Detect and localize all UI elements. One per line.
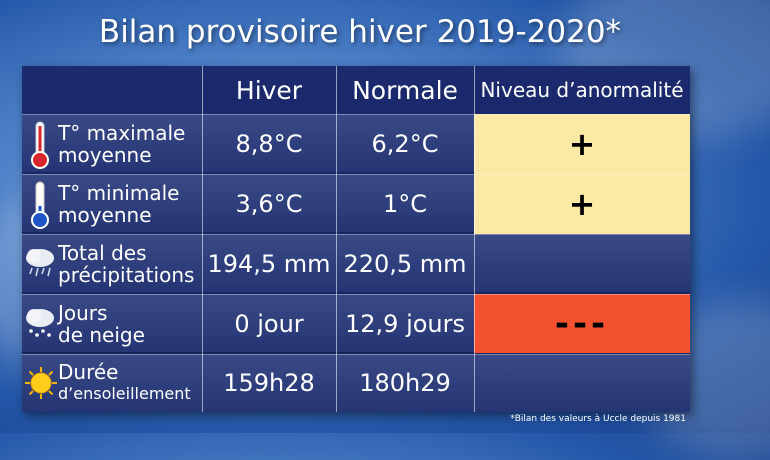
value-precip: 194,5 mm (207, 250, 331, 278)
page-title: Bilan provisoire hiver 2019-2020* (98, 14, 622, 50)
row-divider (22, 234, 690, 235)
level-block-positive (474, 114, 690, 234)
row-divider (22, 174, 690, 175)
value-sunshine: 159h28 (223, 369, 315, 397)
snow-cloud-icon (24, 306, 56, 344)
row-background (22, 354, 690, 412)
rain-cloud-icon (24, 246, 56, 284)
row-label-tmax: T° maximale moyenne (58, 121, 186, 167)
level-tmax: + (568, 125, 596, 163)
footnote: *Bilan des valeurs à Uccle depuis 1981 (510, 414, 686, 424)
value-tmax: 8,8°C (235, 130, 303, 158)
row-label-tmin: T° minimale moyenne (58, 181, 180, 227)
thermometer-blue-icon (30, 180, 50, 234)
normal-tmax: 6,2°C (371, 130, 439, 158)
row-divider (22, 354, 690, 355)
row-divider (22, 294, 690, 295)
level-snow: --- (554, 304, 610, 344)
weather-summary-table: Hiver Normale Niveau d’anormalité T° max… (22, 66, 690, 412)
level-block-negative (474, 294, 690, 353)
value-tmin: 3,6°C (235, 190, 303, 218)
normal-precip: 220,5 mm (343, 250, 467, 278)
column-divider (202, 66, 203, 412)
row-divider (22, 114, 690, 115)
normal-sunshine: 180h29 (359, 369, 451, 397)
value-snow: 0 jour (234, 310, 304, 338)
row-label-sunshine: Durée d’ensoleillement (58, 360, 191, 403)
column-divider (474, 66, 475, 412)
column-divider (336, 66, 337, 412)
header-niveau: Niveau d’anormalité (480, 78, 684, 102)
normal-snow: 12,9 jours (345, 310, 465, 338)
level-tmin: + (568, 185, 596, 223)
row-background (22, 234, 690, 292)
header-normale: Normale (352, 75, 458, 105)
thermometer-red-icon (30, 120, 50, 174)
sun-icon (24, 366, 58, 404)
header-hiver: Hiver (235, 75, 303, 105)
row-label-snow: Jours de neige (58, 301, 145, 347)
row-label-precip: Total des précipitations (58, 241, 195, 287)
normal-tmin: 1°C (382, 190, 428, 218)
